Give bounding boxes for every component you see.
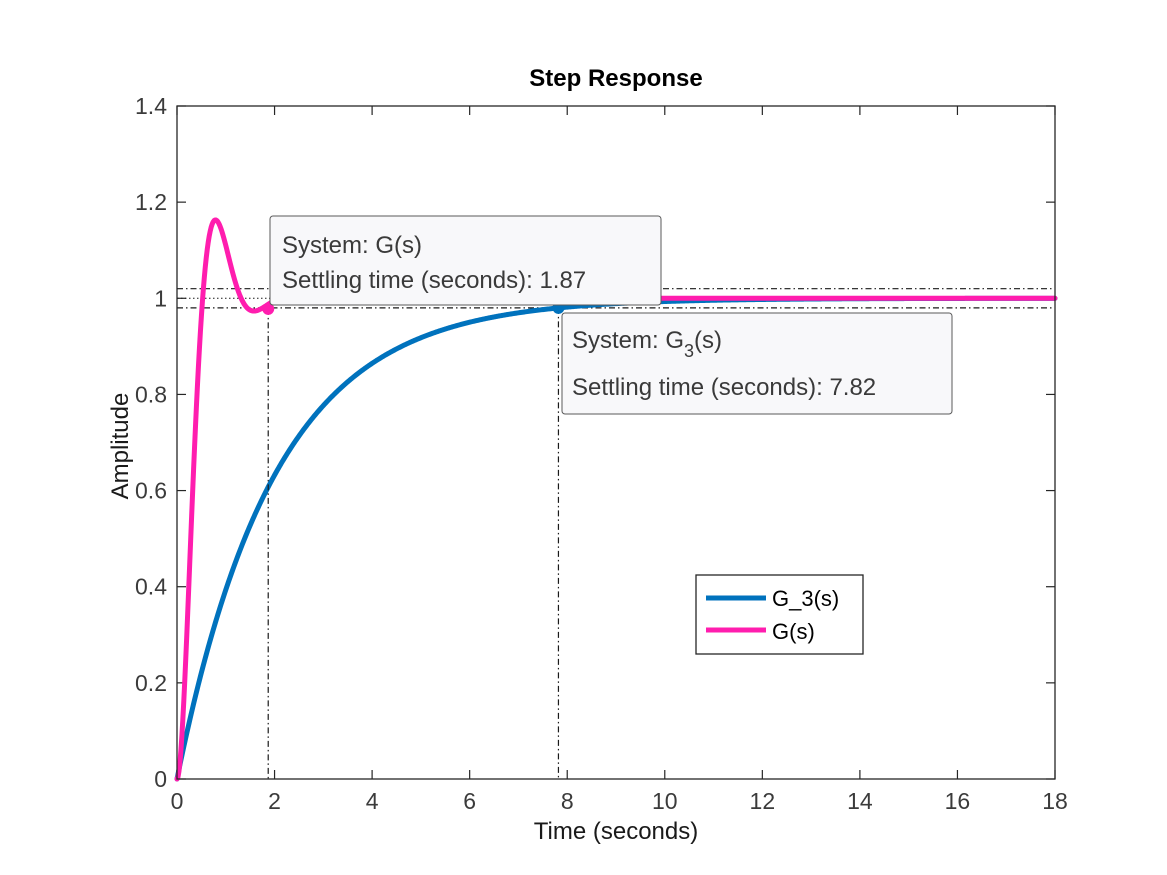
datatip-g3[interactable]: System: G3(s) Settling time (seconds): 7… bbox=[561, 312, 953, 415]
y-tick-label: 1 bbox=[154, 285, 167, 311]
x-tick-label: 10 bbox=[652, 788, 678, 814]
y-tick-label: 1.4 bbox=[135, 93, 167, 119]
x-tick-label: 18 bbox=[1042, 788, 1068, 814]
tick-labels: 0 2 4 6 8 10 12 14 16 18 0 0.2 0.4 0.6 0.8 1 1.2 1.4 bbox=[135, 93, 1068, 814]
legend-box bbox=[695, 574, 864, 655]
settling-band-lines bbox=[177, 288, 1055, 309]
x-tick-label: 14 bbox=[847, 788, 873, 814]
datatip-g-settling: Settling time (seconds): 1.87 bbox=[282, 267, 586, 294]
y-tick-label: 0.6 bbox=[135, 478, 167, 504]
datatip-g3-box bbox=[561, 312, 953, 415]
chart-title: Step Response bbox=[529, 65, 702, 92]
datatip-g3-system-prefix: System: G bbox=[572, 327, 684, 354]
x-tick-label: 0 bbox=[171, 788, 184, 814]
datatip-g-box bbox=[269, 215, 662, 306]
x-tick-label: 2 bbox=[268, 788, 281, 814]
datatip-g-system: System: G(s) bbox=[282, 232, 422, 259]
y-tick-label: 0.8 bbox=[135, 381, 167, 407]
axes-box bbox=[176, 105, 1056, 780]
legend-label-g: G(s) bbox=[772, 619, 815, 644]
settling-point-g[interactable] bbox=[262, 302, 275, 315]
datatip-g3-system: System: G3(s) bbox=[572, 327, 722, 361]
x-axis-label: Time (seconds) bbox=[534, 818, 698, 845]
x-tick-label: 12 bbox=[750, 788, 776, 814]
x-tick-label: 6 bbox=[463, 788, 476, 814]
x-tick-label: 16 bbox=[945, 788, 971, 814]
y-tick-label: 0 bbox=[154, 766, 167, 792]
legend[interactable]: G_3(s) G(s) bbox=[695, 574, 864, 655]
datatip-g3-system-subscript: 3 bbox=[684, 341, 694, 361]
datatip-g3-settling: Settling time (seconds): 7.82 bbox=[572, 374, 876, 401]
datatip-g3-system-suffix: (s) bbox=[694, 327, 722, 354]
x-tick-label: 8 bbox=[561, 788, 574, 814]
x-tick-label: 4 bbox=[366, 788, 379, 814]
y-tick-label: 1.2 bbox=[135, 189, 167, 215]
y-tick-label: 0.2 bbox=[135, 670, 167, 696]
datatip-g[interactable]: System: G(s) Settling time (seconds): 1.… bbox=[269, 215, 662, 306]
y-tick-label: 0.4 bbox=[135, 574, 167, 600]
y-axis-label: Amplitude bbox=[107, 393, 134, 500]
legend-label-g3: G_3(s) bbox=[772, 586, 839, 611]
